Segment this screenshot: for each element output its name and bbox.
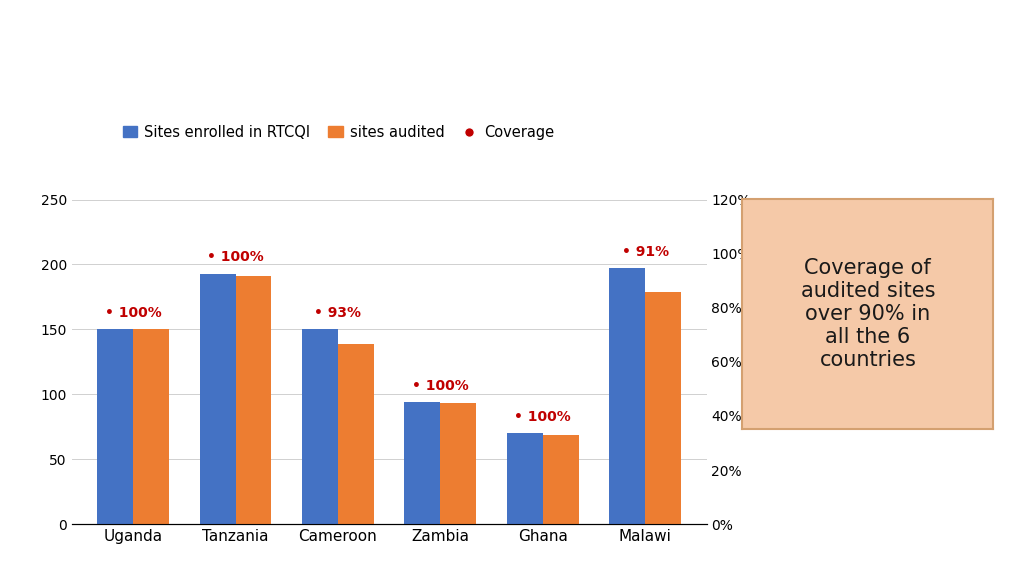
Text: • 100%: • 100% [104,306,162,320]
Bar [507,433,543,524]
Text: • 100%: • 100% [207,251,264,264]
Bar [645,291,681,524]
Legend: Sites enrolled in RTCQI, sites audited, Coverage: Sites enrolled in RTCQI, sites audited, … [117,119,560,146]
Bar [440,403,476,524]
Bar [97,329,133,524]
Bar [236,276,271,524]
Bar [543,434,579,524]
Text: • 91%: • 91% [622,245,669,259]
Bar [302,329,338,524]
Bar [200,274,236,524]
Bar [404,402,440,524]
Text: • 93%: • 93% [314,306,361,320]
Bar [338,344,374,524]
Text: • 100%: • 100% [412,379,469,393]
Text: 3. – Cont -  Conducted audits of HIV testing sites towards: 3. – Cont - Conducted audits of HIV test… [12,33,865,59]
Text: Coverage of
audited sites
over 90% in
all the 6
countries: Coverage of audited sites over 90% in al… [801,257,935,370]
Text: • 100%: • 100% [514,410,571,424]
Bar [133,329,169,524]
Bar [609,268,645,524]
Text: national certification: national certification [12,96,325,122]
